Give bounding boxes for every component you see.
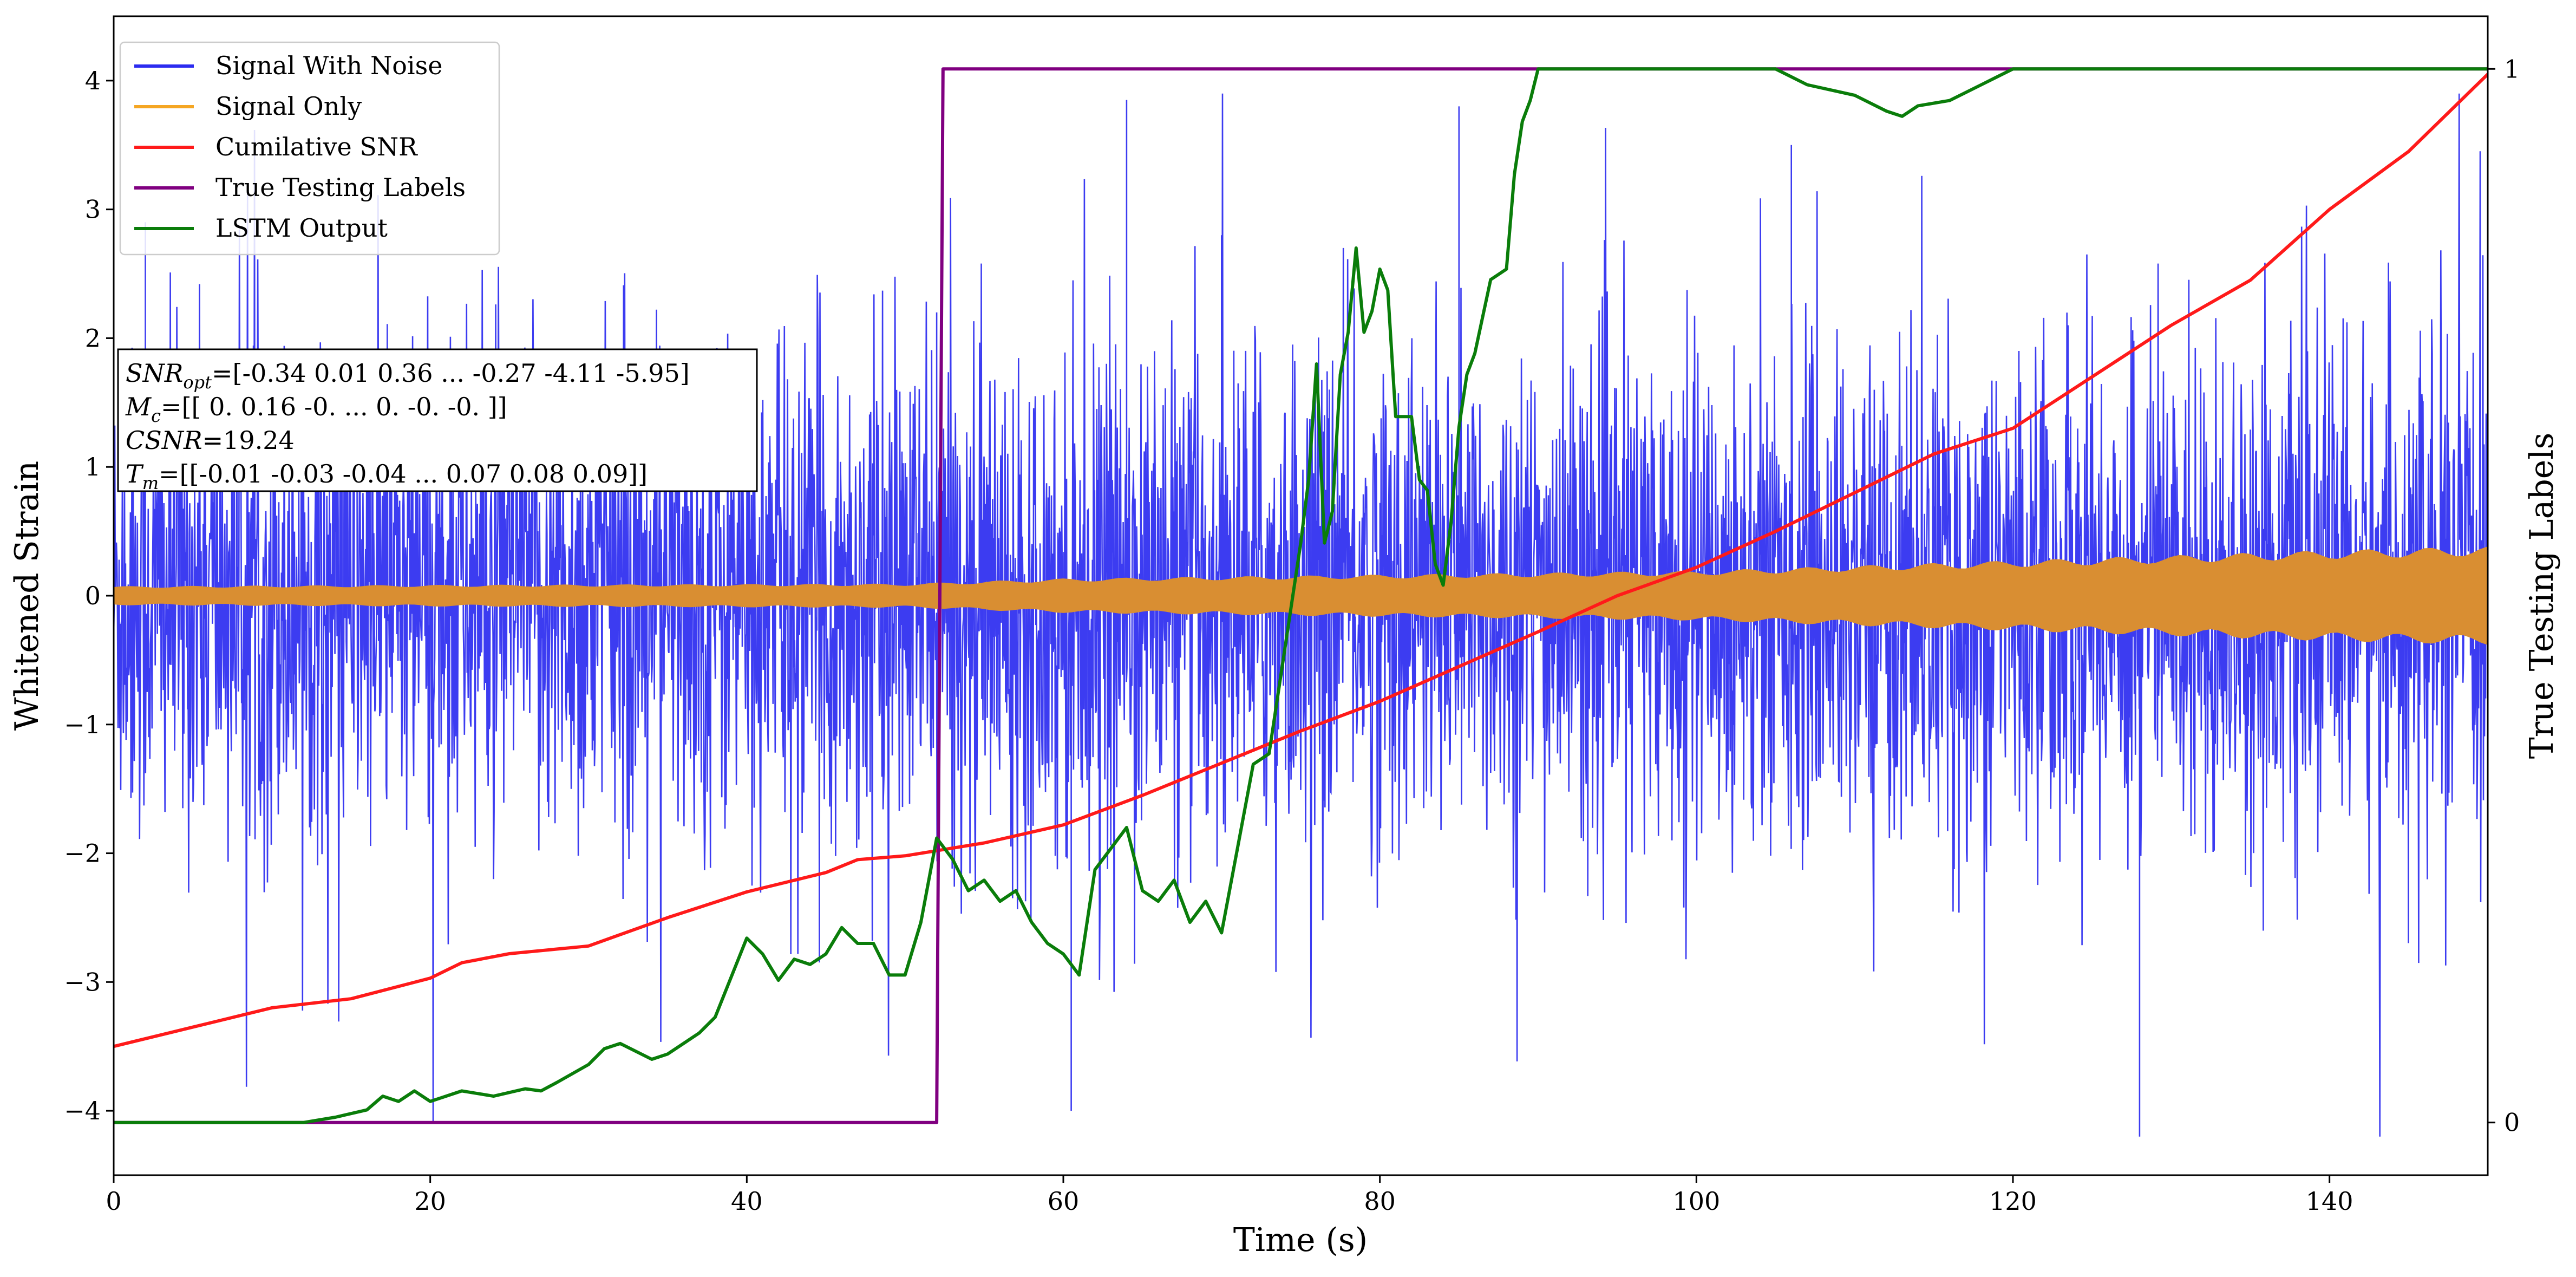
legend-label: Signal Only <box>215 92 362 121</box>
y2-tick-label: 1 <box>2504 54 2520 83</box>
y-tick-label: 2 <box>85 323 101 353</box>
legend-label: Cumilative SNR <box>215 132 418 161</box>
x-tick-label: 0 <box>106 1187 121 1216</box>
cumilative-snr-line <box>114 73 2488 1048</box>
x-tick-label: 120 <box>1989 1187 2037 1216</box>
plot-area <box>114 67 2488 1137</box>
annotation-line-tm: Tm=[[-0.01 -0.03 -0.04 ... 0.07 0.08 0.0… <box>126 459 648 493</box>
y-tick-label: −2 <box>64 839 101 868</box>
annotation-box <box>117 348 758 492</box>
legend-label: Signal With Noise <box>215 51 442 80</box>
y2-axis-ticks: 01 <box>2488 54 2520 1137</box>
y-tick-label: −3 <box>64 967 101 996</box>
annotation-line-mc: Mc=[[ 0. 0.16 -0. ... 0. -0. -0. ]] <box>125 392 507 426</box>
x-tick-label: 40 <box>731 1187 763 1216</box>
x-tick-label: 60 <box>1048 1187 1080 1216</box>
x-axis-label: Time (s) <box>1233 1221 1368 1259</box>
x-tick-label: 80 <box>1364 1187 1396 1216</box>
legend-label: True Testing Labels <box>215 173 466 202</box>
annotation-line-csnr: CSNR=19.24 <box>126 426 295 455</box>
x-tick-label: 100 <box>1672 1187 1720 1216</box>
y-tick-label: 1 <box>85 452 101 481</box>
signal-only-band <box>114 546 2488 645</box>
y-tick-label: −1 <box>64 710 101 739</box>
lstm-output-line <box>114 67 2488 1124</box>
y-tick-label: 0 <box>85 581 101 610</box>
series-lstm-output <box>114 67 2488 1124</box>
legend-label: LSTM Output <box>215 213 388 243</box>
y2-axis-label: True Testing Labels <box>2523 433 2561 759</box>
stats-annotation: SNRopt=[-0.34 0.01 0.36 ... -0.27 -4.11 … <box>117 348 758 493</box>
x-axis-ticks: 0 20 40 60 80 100 120 140 <box>106 1175 2353 1216</box>
series-signal-only <box>114 546 2488 645</box>
x-tick-label: 20 <box>414 1187 446 1216</box>
series-cumilative-snr <box>114 73 2488 1048</box>
annotation-line-snr: SNRopt=[-0.34 0.01 0.36 ... -0.27 -4.11 … <box>126 359 690 393</box>
y-axis-label: Whitened Strain <box>8 461 46 731</box>
x-tick-label: 140 <box>2306 1187 2353 1216</box>
y2-tick-label: 0 <box>2504 1108 2520 1137</box>
y-tick-label: 3 <box>85 195 101 224</box>
legend: Signal With Noise Signal Only Cumilative S… <box>119 41 500 256</box>
legend-box <box>119 41 500 256</box>
y-tick-label: 4 <box>85 66 101 95</box>
y-tick-label: −4 <box>64 1096 101 1125</box>
y-axis-ticks: −4 −3 −2 −1 0 1 2 3 4 <box>64 66 114 1125</box>
